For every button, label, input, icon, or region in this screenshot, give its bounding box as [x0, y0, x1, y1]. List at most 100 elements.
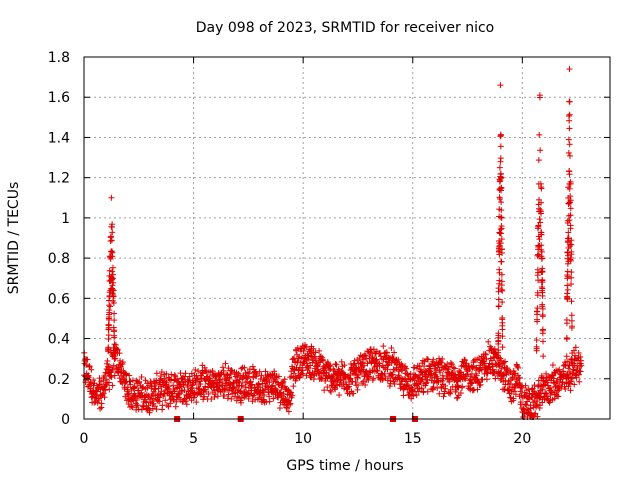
data-point [261, 392, 268, 399]
data-point [332, 361, 339, 368]
data-point [287, 400, 294, 407]
data-point [107, 248, 114, 255]
data-point [163, 370, 170, 377]
data-point [549, 362, 556, 369]
data-point [428, 370, 435, 377]
data-point [142, 377, 149, 384]
data-point [409, 385, 416, 392]
data-point [226, 375, 233, 382]
data-point [300, 348, 307, 355]
data-point [515, 364, 522, 371]
data-point [395, 356, 402, 363]
data-point [316, 347, 323, 354]
data-point [182, 370, 189, 377]
data-point [477, 381, 484, 388]
data-point [111, 372, 118, 379]
data-point [234, 393, 241, 400]
data-point [569, 323, 576, 330]
data-point [150, 395, 157, 402]
data-point [120, 374, 127, 381]
data-point [351, 357, 358, 364]
data-point [324, 384, 331, 391]
data-point [578, 357, 585, 364]
data-point [172, 403, 179, 410]
data-point [284, 405, 291, 412]
data-point [411, 364, 418, 371]
data-point [424, 376, 431, 383]
data-point [499, 326, 506, 333]
data-point [454, 378, 461, 385]
data-point [497, 131, 504, 138]
data-point [383, 349, 390, 356]
data-point [275, 373, 282, 380]
data-point [497, 82, 504, 89]
data-point [290, 370, 297, 377]
data-point [499, 344, 506, 351]
data-point [360, 356, 367, 363]
data-point [496, 229, 503, 236]
data-point [478, 366, 485, 373]
data-point [225, 387, 232, 394]
data-point [312, 349, 319, 356]
data-point [96, 381, 103, 388]
data-point [107, 254, 114, 261]
data-point [219, 364, 226, 371]
data-point [356, 355, 363, 362]
data-point [563, 336, 570, 343]
data-point [311, 372, 318, 379]
data-point [522, 382, 529, 389]
data-point [532, 410, 539, 417]
data-point [566, 168, 573, 175]
data-point [104, 357, 111, 364]
data-point [496, 164, 503, 171]
data-point [173, 385, 180, 392]
data-point [88, 366, 95, 373]
data-point [106, 278, 113, 285]
data-point [413, 392, 420, 399]
data-point [397, 385, 404, 392]
data-point [157, 391, 164, 398]
y-tick-label: 1.2 [48, 171, 70, 187]
data-point [483, 376, 490, 383]
data-point [538, 229, 545, 236]
chart-title: Day 098 of 2023, SRMTID for receiver nic… [196, 20, 494, 36]
data-point [572, 344, 579, 351]
data-point [105, 344, 112, 351]
y-tick-label: 1 [61, 211, 70, 227]
data-point [577, 353, 584, 360]
data-point [121, 385, 128, 392]
data-point [357, 360, 364, 367]
data-point [400, 392, 407, 399]
data-point [133, 406, 140, 413]
data-point [109, 268, 116, 275]
y-tick-label: 1.8 [48, 50, 70, 66]
data-point [131, 383, 138, 390]
data-point [257, 384, 264, 391]
data-point [357, 368, 364, 375]
data-point [247, 378, 254, 385]
data-point [498, 246, 505, 253]
x-tick-label: 0 [80, 431, 89, 447]
data-point [555, 393, 562, 400]
data-point [496, 206, 503, 213]
data-point [246, 370, 253, 377]
data-point [286, 401, 293, 408]
data-point [363, 355, 370, 362]
data-point [279, 380, 286, 387]
data-point [287, 389, 294, 396]
data-point [529, 385, 536, 392]
data-point [512, 391, 519, 398]
data-point [266, 398, 273, 405]
data-point [539, 268, 546, 275]
data-point [395, 372, 402, 379]
data-point [107, 303, 114, 310]
data-point [170, 382, 177, 389]
data-point [537, 147, 544, 154]
y-tick-label: 1.4 [48, 130, 70, 146]
data-point [350, 390, 357, 397]
data-point [123, 371, 130, 378]
data-point [350, 361, 357, 368]
data-point [566, 111, 573, 118]
data-point [405, 382, 412, 389]
